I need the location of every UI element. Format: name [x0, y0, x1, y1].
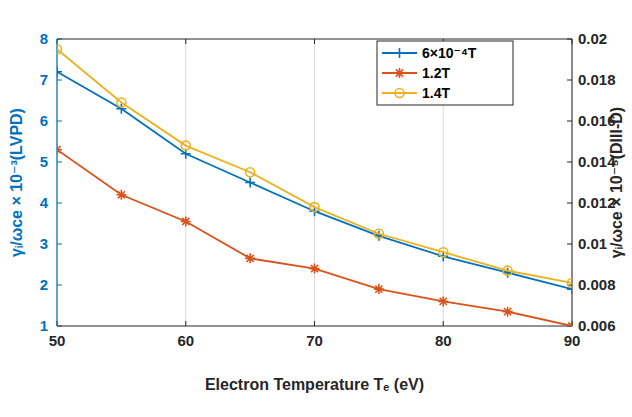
y-axis	[56, 39, 57, 326]
data-point	[438, 296, 448, 306]
data-point	[245, 178, 255, 188]
y-tick-label: 7	[40, 71, 48, 88]
data-point	[117, 98, 126, 107]
x-tick-label: 80	[435, 332, 452, 349]
data-point	[568, 278, 573, 287]
y-tick-label: 2	[40, 276, 48, 293]
x-tick	[443, 321, 444, 326]
x-tick-label: 60	[177, 332, 194, 349]
grid-line	[314, 39, 315, 326]
x-tick	[185, 39, 186, 44]
y2-tick-label: 0.01	[578, 235, 607, 252]
legend-box	[377, 41, 513, 105]
x-tick-label: 50	[49, 332, 66, 349]
y-tick	[57, 285, 62, 286]
legend-marker	[395, 68, 405, 78]
data-point	[439, 248, 448, 257]
y-tick-label: 3	[40, 235, 48, 252]
series-line	[57, 150, 572, 326]
legend: 6×10⁻⁴T 1.2T 1.4T	[377, 41, 513, 105]
y2-tick	[567, 244, 572, 245]
chart: 5060708090123456780.0060.0080.010.0120.0…	[0, 0, 632, 417]
x-tick	[314, 321, 315, 326]
data-point	[567, 321, 572, 326]
legend-line	[382, 92, 417, 94]
data-point	[181, 216, 191, 226]
y-tick-label: 1	[40, 317, 48, 334]
y-tick-label: 4	[40, 194, 49, 211]
plot-area	[57, 39, 572, 326]
y2-tick-label: 0.02	[578, 30, 607, 47]
data-point	[57, 45, 62, 54]
legend-label: 1.4T	[422, 85, 450, 101]
y2-tick-label: 0.018	[578, 71, 616, 88]
y-tick	[57, 244, 62, 245]
y-tick-label: 8	[40, 30, 48, 47]
y-tick	[57, 162, 62, 163]
y2-axis-label: γᵢ/ωce × 10⁻⁵(DIII-D)	[608, 107, 625, 258]
data-point	[246, 168, 255, 177]
y2-tick	[567, 162, 572, 163]
x-tick-label: 70	[306, 332, 323, 349]
x-axis	[57, 326, 572, 327]
legend-label: 6×10⁻⁴T	[422, 45, 477, 61]
data-point	[116, 190, 126, 200]
x-tick-label: 90	[564, 332, 581, 349]
y2-tick-label: 0.008	[578, 276, 616, 293]
data-point	[245, 253, 255, 263]
y-tick	[57, 203, 62, 204]
legend-marker	[395, 48, 405, 58]
data-point	[57, 67, 62, 77]
data-point	[374, 284, 384, 294]
x-tick	[314, 39, 315, 44]
grid-line	[185, 39, 186, 326]
grid-line	[57, 39, 58, 326]
data-point	[503, 307, 513, 317]
y-tick-label: 5	[40, 153, 48, 170]
data-point	[310, 203, 319, 212]
y2-tick	[567, 203, 572, 204]
x-tick	[185, 321, 186, 326]
y-tick	[57, 121, 62, 122]
legend-label: 1.2T	[422, 65, 450, 81]
data-point	[503, 266, 512, 275]
y-tick-label: 6	[40, 112, 48, 129]
frame-top	[57, 39, 572, 40]
y2-tick-label: 0.006	[578, 317, 616, 334]
y2-tick	[567, 80, 572, 81]
y-axis-label: γᵢ/ωce × 10⁻³(LVPD)	[8, 108, 25, 257]
data-point	[374, 229, 383, 238]
data-point	[181, 141, 190, 150]
y2-tick	[567, 121, 572, 122]
data-point	[310, 264, 320, 274]
y-tick	[57, 80, 62, 81]
legend-marker	[395, 89, 404, 98]
x-axis-label: Electron Temperature Tₑ (eV)	[205, 376, 424, 393]
data-point	[57, 145, 62, 155]
